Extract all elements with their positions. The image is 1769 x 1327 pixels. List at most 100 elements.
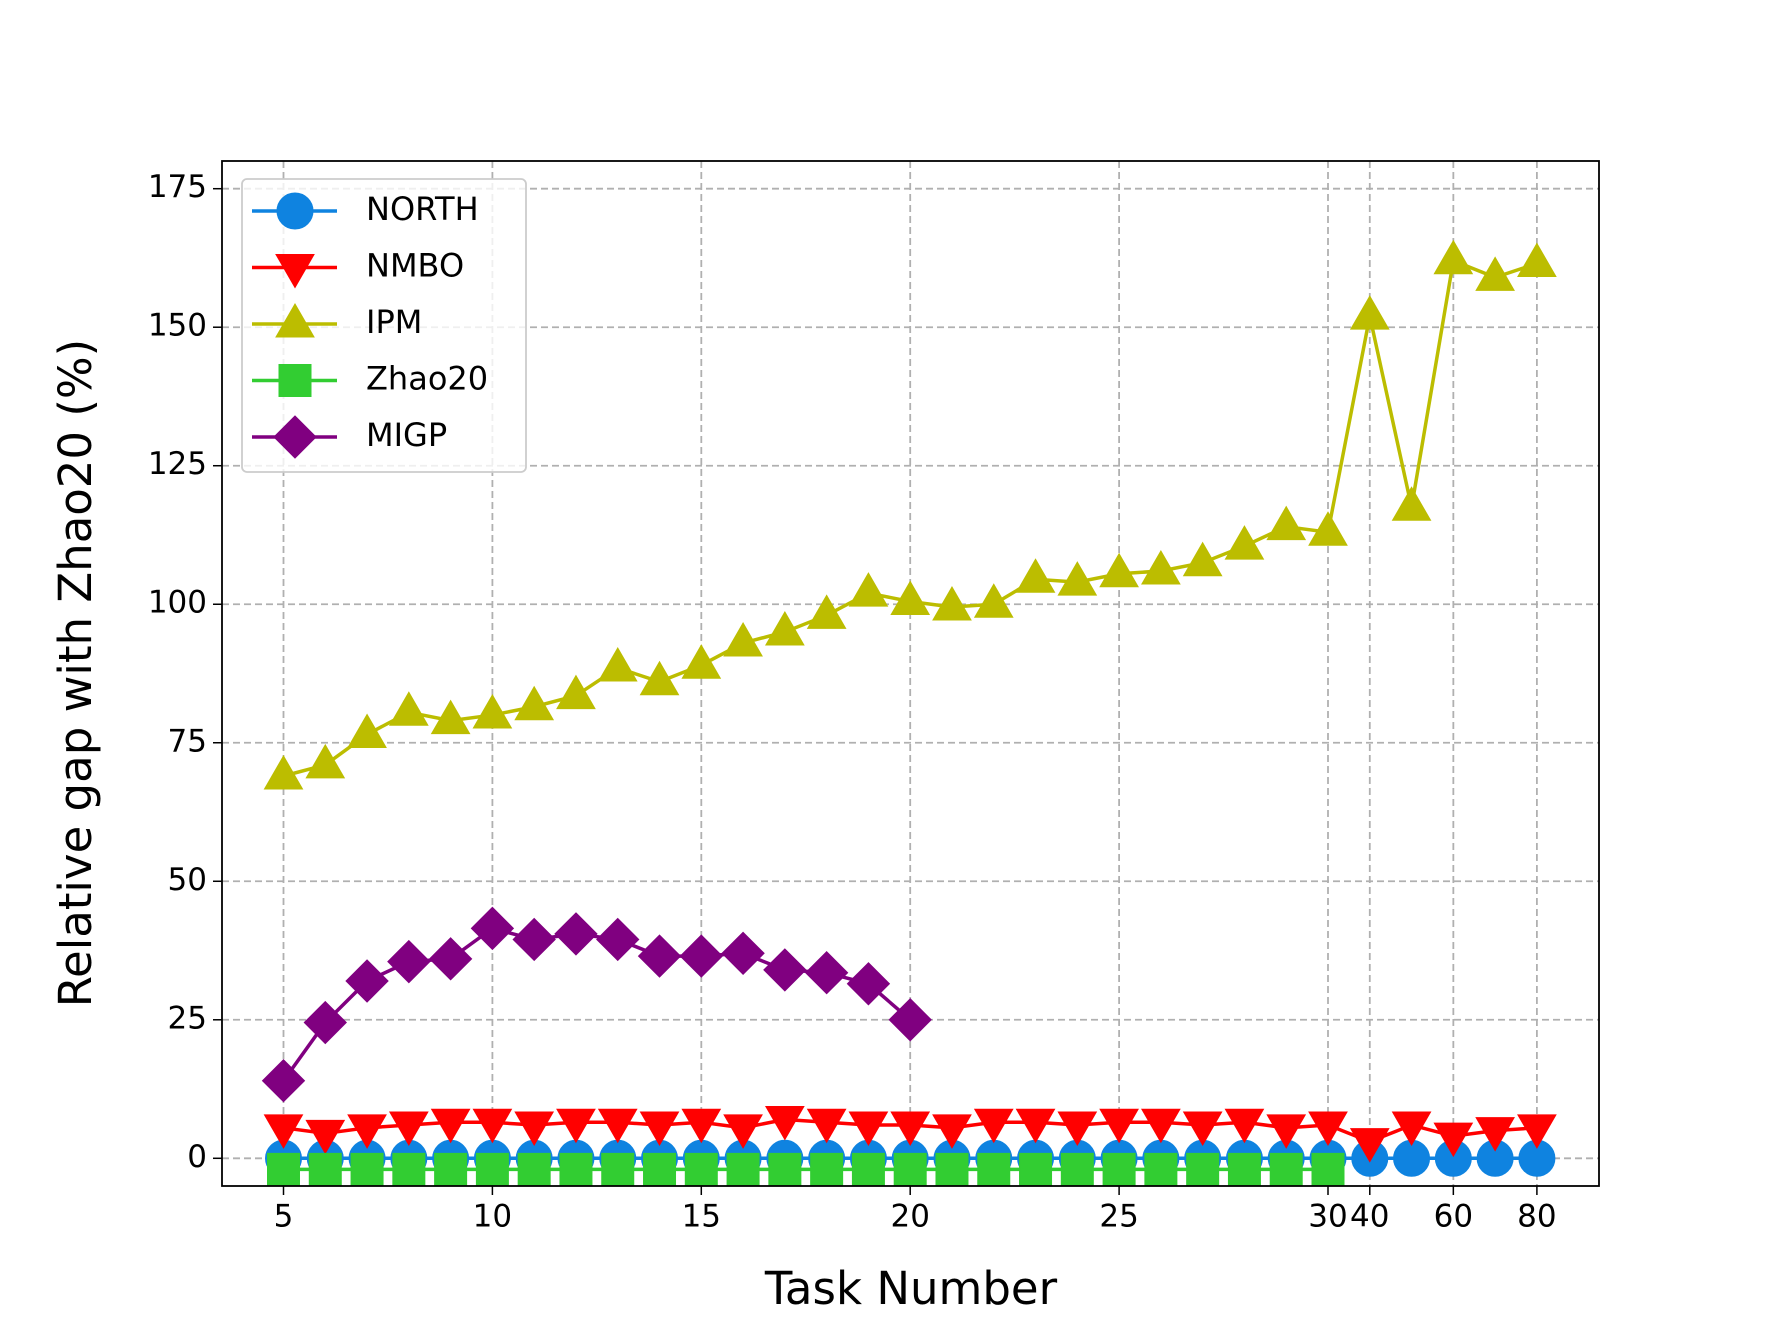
- legend-label: MIGP: [366, 416, 447, 454]
- x-tick-label: 20: [890, 1199, 929, 1235]
- marker: [472, 694, 513, 729]
- marker: [1060, 1152, 1094, 1186]
- y-tick-label: 125: [148, 446, 207, 482]
- x-tick-label: 10: [473, 1199, 512, 1235]
- marker: [263, 754, 304, 790]
- marker: [1349, 1128, 1390, 1163]
- marker: [935, 1152, 969, 1186]
- x-tick-label: 40: [1350, 1199, 1389, 1235]
- marker: [1308, 1111, 1348, 1147]
- marker: [1144, 1152, 1178, 1186]
- marker: [684, 1152, 718, 1186]
- marker: [1475, 1117, 1515, 1152]
- marker: [1182, 1111, 1223, 1147]
- marker: [305, 743, 346, 779]
- marker: [768, 1152, 802, 1186]
- marker: [278, 364, 312, 397]
- marker: [347, 713, 387, 748]
- legend-label: NORTH: [366, 190, 479, 228]
- marker: [1057, 1111, 1098, 1147]
- marker: [851, 1152, 885, 1186]
- marker: [388, 1111, 429, 1147]
- marker: [1433, 1122, 1474, 1158]
- marker: [890, 1111, 931, 1147]
- y-tick-label: 175: [148, 169, 207, 205]
- marker: [263, 1114, 304, 1149]
- marker: [1182, 541, 1223, 577]
- marker: [308, 1152, 342, 1186]
- marker: [893, 1152, 927, 1186]
- marker: [275, 302, 315, 338]
- marker: [345, 959, 389, 1003]
- y-tick-label: 25: [168, 1000, 207, 1036]
- marker: [434, 1152, 468, 1186]
- marker: [1269, 1152, 1303, 1186]
- marker: [973, 583, 1014, 618]
- marker: [275, 254, 315, 289]
- marker: [347, 1114, 387, 1149]
- marker: [601, 1152, 635, 1186]
- marker: [1433, 239, 1474, 275]
- marker: [261, 1059, 306, 1103]
- marker: [681, 1108, 722, 1144]
- y-axis-label: Relative gap with Zhao20 (%): [49, 339, 102, 1007]
- marker: [1308, 511, 1348, 546]
- marker: [726, 1152, 760, 1186]
- marker: [1517, 1114, 1557, 1149]
- marker: [430, 1108, 471, 1144]
- marker: [764, 610, 805, 646]
- marker: [1141, 549, 1181, 585]
- marker: [428, 937, 473, 981]
- marker: [1015, 1108, 1056, 1144]
- marker: [848, 572, 889, 607]
- marker: [888, 998, 932, 1042]
- marker: [512, 917, 556, 962]
- marker: [1224, 1108, 1265, 1144]
- marker: [764, 1106, 805, 1141]
- marker: [639, 1111, 680, 1147]
- marker: [267, 1152, 300, 1186]
- marker: [350, 1152, 384, 1186]
- marker: [559, 1152, 593, 1186]
- marker: [643, 1152, 677, 1186]
- x-tick-label: 60: [1434, 1199, 1473, 1235]
- marker: [597, 646, 638, 682]
- marker: [723, 622, 763, 657]
- marker: [810, 1152, 844, 1186]
- marker: [1186, 1152, 1220, 1186]
- marker: [1517, 242, 1557, 277]
- y-tick-label: 50: [168, 862, 207, 898]
- marker: [597, 1108, 638, 1144]
- marker: [1227, 1152, 1261, 1186]
- marker: [1391, 486, 1432, 521]
- x-tick-label: 5: [274, 1199, 294, 1235]
- marker: [973, 1108, 1014, 1144]
- marker: [1057, 561, 1098, 596]
- marker: [392, 1152, 426, 1186]
- marker: [1266, 505, 1307, 541]
- legend-label: Zhao20: [366, 360, 488, 398]
- marker: [273, 415, 317, 459]
- marker: [1224, 525, 1265, 560]
- marker: [679, 934, 724, 978]
- marker: [1266, 1114, 1307, 1149]
- marker: [1391, 1111, 1432, 1147]
- marker: [846, 962, 891, 1006]
- y-tick-label: 150: [148, 308, 207, 344]
- series-line: [282, 926, 912, 1082]
- legend-label: NMBO: [366, 247, 464, 285]
- marker: [554, 912, 598, 956]
- legend-box: [241, 178, 527, 473]
- marker: [472, 1108, 513, 1144]
- marker: [890, 580, 931, 615]
- marker: [388, 691, 429, 726]
- marker: [475, 1152, 509, 1186]
- marker: [848, 1111, 889, 1147]
- marker: [303, 1000, 347, 1045]
- marker: [276, 192, 314, 230]
- marker: [637, 934, 682, 978]
- marker: [977, 1152, 1011, 1186]
- marker: [430, 699, 471, 735]
- marker: [1102, 1152, 1136, 1186]
